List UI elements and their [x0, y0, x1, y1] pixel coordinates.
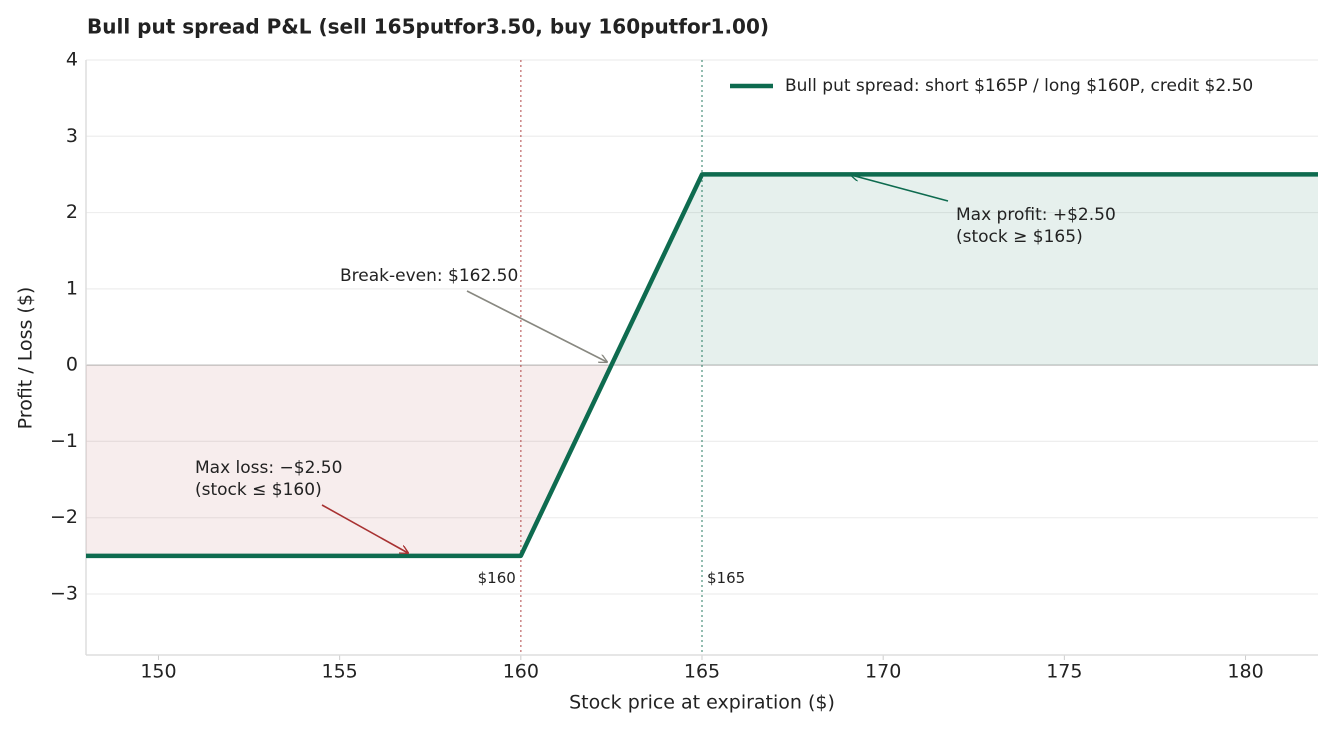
y-tick-label: 3	[66, 125, 78, 147]
annotation: Max profit: +$2.50	[956, 205, 1116, 225]
y-tick-label: −3	[50, 582, 78, 604]
pnl-line	[86, 172, 1318, 559]
y-tick-label: −1	[50, 430, 78, 452]
y-tick-label: 0	[66, 354, 78, 376]
x-tick-label: 170	[865, 661, 901, 683]
y-tick-label: 1	[66, 277, 78, 299]
annotation-arrow	[321, 504, 408, 553]
y-tick-label: 2	[66, 201, 78, 223]
annotation: (stock ≥ $165)	[956, 227, 1083, 247]
legend-label: Bull put spread: short $165P / long $160…	[785, 76, 1253, 96]
annotation: (stock ≤ $160)	[195, 480, 322, 500]
x-tick-label: 150	[140, 661, 176, 683]
y-tick-label: 4	[66, 49, 78, 71]
x-tick-label: 165	[684, 661, 720, 683]
annotation: Max loss: −$2.50	[195, 458, 342, 478]
annotation-arrow	[851, 175, 949, 202]
reference-label: $165	[707, 569, 745, 587]
annotation: Break-even: $162.50	[340, 266, 518, 286]
profit-zone	[86, 174, 1318, 366]
chart-title: Bull put spread P&L (sell 165putfor3.50,…	[87, 15, 769, 39]
annotation-arrow	[466, 290, 607, 362]
y-axis-label: Profit / Loss ($)	[15, 287, 37, 430]
x-tick-label: 175	[1046, 661, 1082, 683]
y-tick-label: −2	[50, 506, 78, 528]
x-tick-label: 160	[503, 661, 539, 683]
x-tick-label: 180	[1227, 661, 1263, 683]
reference-label: $160	[478, 569, 516, 587]
x-tick-label: 155	[322, 661, 358, 683]
x-axis-label: Stock price at expiration ($)	[569, 692, 835, 714]
loss-zone	[86, 365, 612, 556]
